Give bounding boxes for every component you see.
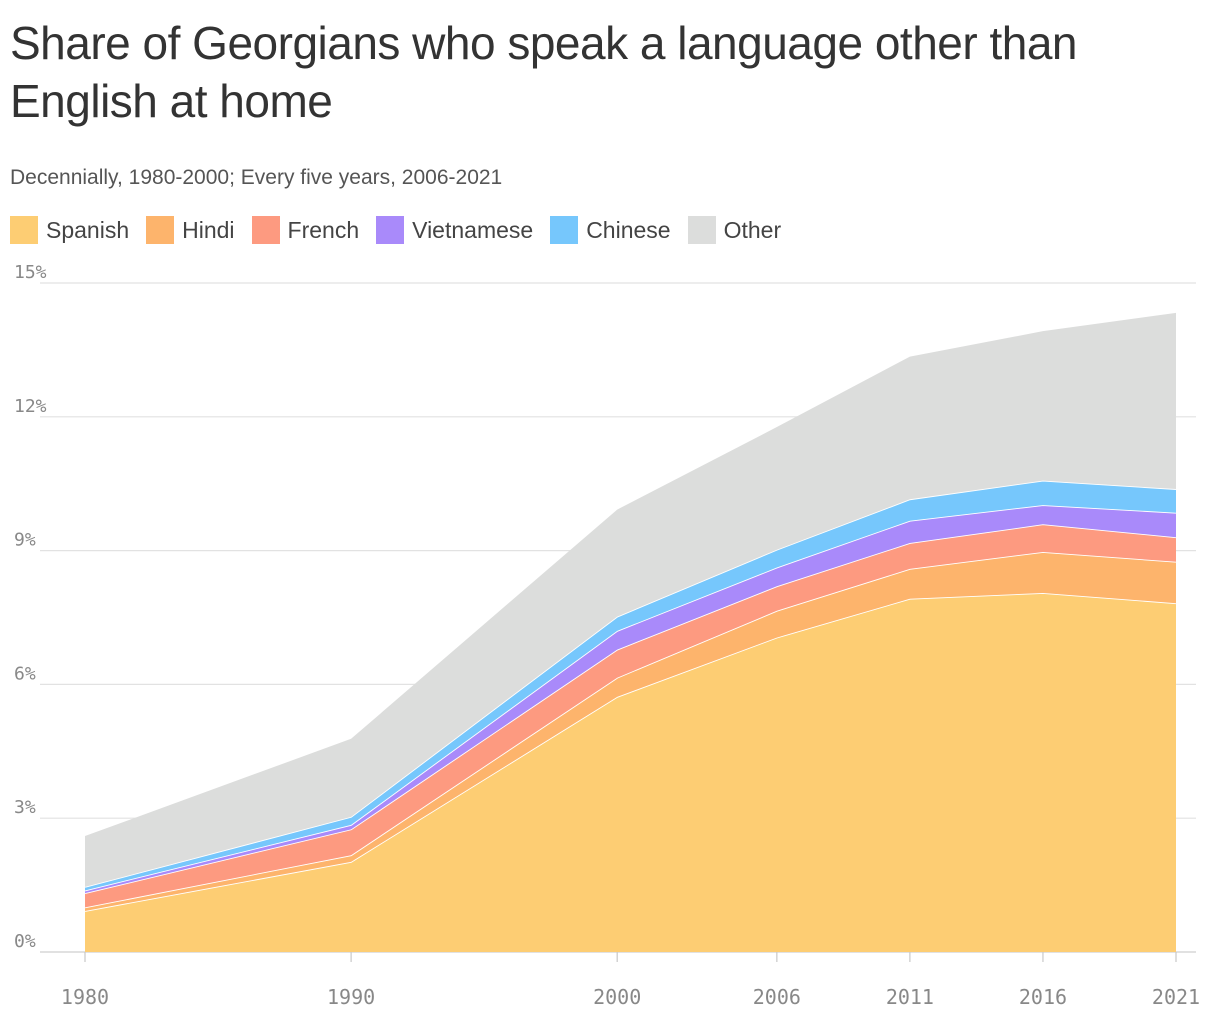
x-tick-label: 1990 [327, 985, 375, 1009]
legend-label: Spanish [46, 216, 130, 243]
x-tick-label: 2021 [1152, 985, 1200, 1009]
y-tick-label: 12% [14, 396, 47, 417]
legend-label: Other [723, 216, 782, 243]
legend-label: French [287, 216, 360, 243]
legend-swatch [687, 216, 716, 244]
legend-item-other: Other [687, 216, 782, 244]
legend-item-hindi: Hindi [146, 216, 235, 244]
legend: Spanish Hindi French Vietnamese Chinese Other [10, 216, 798, 244]
chart-title: Share of Georgians who speak a language … [10, 17, 1077, 127]
legend-label: Hindi [182, 216, 235, 243]
legend-swatch [550, 216, 579, 244]
legend-swatch [146, 216, 175, 244]
y-tick-label: 3% [14, 797, 36, 818]
area-hindi [85, 551, 1176, 911]
area-french [85, 524, 1176, 908]
legend-item-chinese: Chinese [550, 216, 671, 244]
y-tick-label: 15% [14, 262, 47, 283]
x-tick-label: 2006 [753, 985, 801, 1009]
area-other [85, 312, 1176, 887]
y-tick-label: 6% [14, 663, 36, 684]
legend-label: Chinese [586, 216, 671, 243]
y-tick-label: 0% [14, 931, 36, 952]
x-tick-label: 2000 [593, 985, 641, 1009]
legend-swatch [251, 216, 280, 244]
y-tick-label: 9% [14, 530, 36, 551]
x-tick-label: 2016 [1019, 985, 1067, 1009]
area-spanish [85, 592, 1176, 952]
legend-item-vietnamese: Vietnamese [376, 216, 533, 244]
x-tick-label: 2011 [886, 985, 934, 1009]
legend-item-spanish: Spanish [10, 216, 129, 244]
x-tick-label: 1980 [61, 985, 109, 1009]
legend-swatch [10, 216, 38, 244]
legend-item-french: French [251, 216, 360, 244]
legend-label: Vietnamese [412, 216, 534, 243]
legend-swatch [376, 216, 405, 244]
chart-subtitle: Decennially, 1980-2000; Every five years… [10, 166, 503, 189]
